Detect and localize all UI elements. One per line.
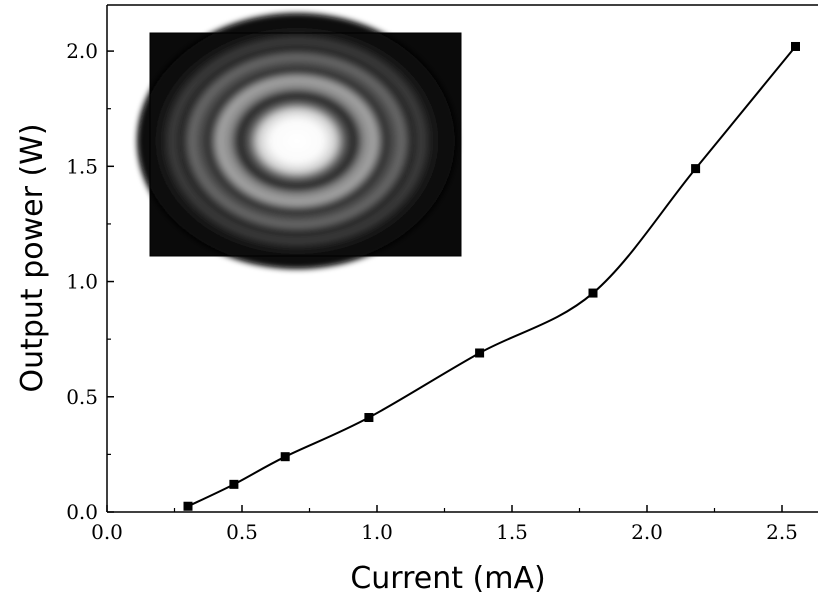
data-points [183, 41, 800, 511]
data-point [588, 288, 598, 298]
data-point [280, 452, 290, 462]
data-point [475, 348, 485, 358]
x-axis-label: Current (mA) [350, 561, 545, 596]
x-tick-label: 1.5 [496, 520, 528, 544]
x-tick-label: 0.5 [226, 520, 258, 544]
y-axis-label: Output power (W) [15, 123, 50, 392]
y-tick-label: 1.0 [66, 270, 98, 294]
x-tick-label: 2.5 [766, 520, 798, 544]
y-tick-label: 0.5 [66, 385, 98, 409]
x-tick-label: 1.0 [361, 520, 393, 544]
beam-profile-inset [137, 13, 462, 269]
data-point [183, 501, 193, 511]
data-point [691, 164, 701, 174]
y-tick-label: 1.5 [66, 154, 98, 178]
data-point [364, 413, 374, 423]
y-tick-label: 0.0 [66, 500, 98, 524]
y-tick-label: 2.0 [66, 39, 98, 63]
data-point [229, 479, 239, 489]
x-tick-label: 0.0 [91, 520, 123, 544]
data-point [791, 41, 800, 51]
x-axis-ticks: 0.0 0.5 1.0 1.5 2.0 2.5 [91, 505, 798, 544]
x-tick-label: 2.0 [631, 520, 663, 544]
y-axis-ticks: 0.0 0.5 1.0 1.5 2.0 [66, 39, 114, 524]
